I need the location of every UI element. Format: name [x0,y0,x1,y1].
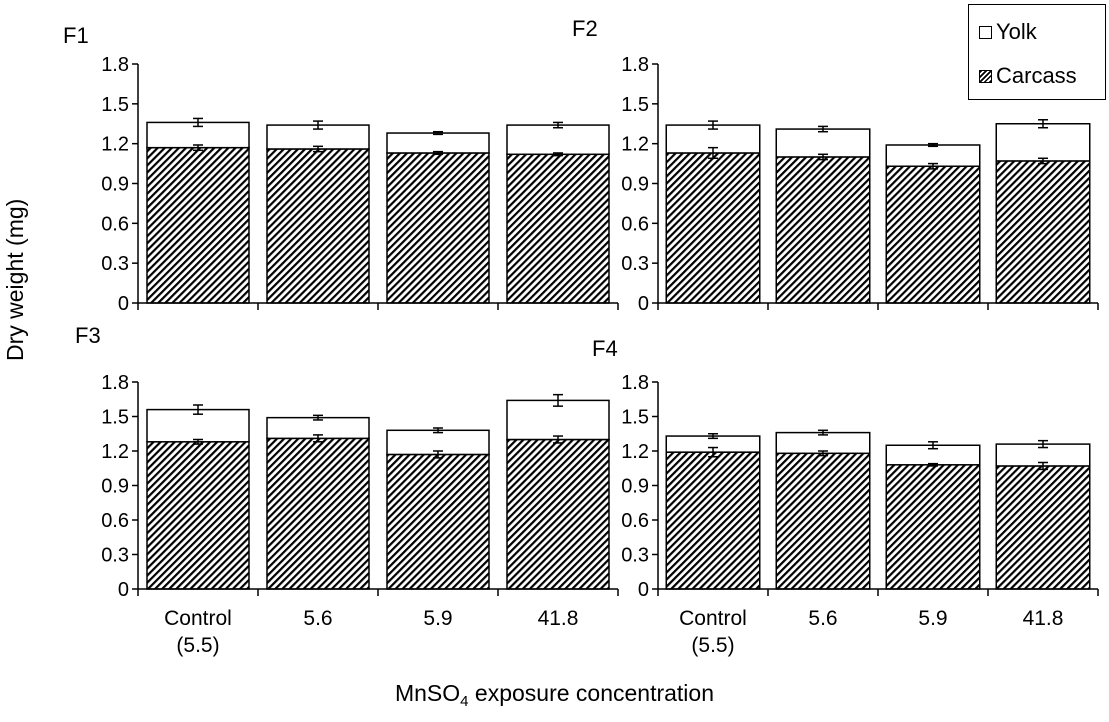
panel-4-y-tick-label-7: 1.8 [621,372,649,394]
panel-2-y-tick-label-4: 0.9 [621,174,649,196]
panel-2-bar-carcass-4 [995,160,1091,304]
panel-3-x-tick-label-1-line-2: (5.5) [176,634,219,657]
legend-item-yolk: Yolk [979,19,1037,45]
legend-swatch-carcass [979,69,992,83]
panel-2-y-tick-label-6: 1.5 [621,94,649,116]
panel-4-y-tick-label-6: 1.5 [621,407,649,429]
panel-3-bar-carcass-3 [386,453,490,590]
panel-3-x-tick-label-3: 5.9 [423,607,452,630]
x-axis-label: MnSO4 exposure concentration [0,680,1109,710]
panel-1-bar-carcass-1 [146,146,250,304]
panel-3-x-tick-label-4: 41.8 [538,607,579,630]
panel-1-y-tick-label-7: 1.8 [101,54,129,76]
panel-2-bar-yolk-2 [775,128,871,158]
panel-1-y-tick-label-1: 0 [118,293,129,315]
panel-4-bar-carcass-4 [995,465,1091,590]
legend-item-carcass: Carcass [979,63,1077,89]
panel-1-bar-carcass-2 [266,148,370,304]
panel-2-y-tick-label-2: 0.3 [621,253,649,275]
panel-3-bar-carcass-1 [146,441,250,590]
panel-4-bar-carcass-2 [775,452,871,590]
panel-3-y-tick-label-2: 0.3 [101,545,129,567]
panel-2-title: F2 [572,16,598,41]
y-axis-label: Dry weight (mg) [2,198,28,361]
panel-2-bar-carcass-1 [665,152,761,304]
panel-3-y-tick-label-1: 0 [118,579,129,601]
panel-1-y-tick-label-4: 0.9 [101,174,129,196]
panel-1-y-tick-label-6: 1.5 [101,94,129,116]
panel-1-bar-carcass-3 [386,152,490,304]
panel-1-bar-yolk-3 [386,132,490,154]
panel-2-bar-yolk-4 [995,123,1091,162]
panel-4-y-tick-label-3: 0.6 [621,510,649,532]
panel-4-title: F4 [592,336,618,361]
panel-1-y-tick-label-3: 0.6 [101,213,129,235]
x-axis-label-rest: exposure concentration [468,680,715,706]
panel-3-x-tick-label-1-line-1: Control [164,607,232,630]
panel-1-bar-carcass-4 [506,153,610,304]
panel-4-bar-carcass-1 [665,451,761,590]
panel-4-x-tick-label-1-line-2: (5.5) [691,634,734,657]
panel-4-y-tick-label-2: 0.3 [621,545,649,567]
legend: Yolk Carcass [968,4,1106,100]
panel-2-y-tick-label-7: 1.8 [621,54,649,76]
panel-3-y-tick-label-7: 1.8 [101,372,129,394]
legend-label-carcass: Carcass [996,63,1077,88]
panel-1-y-tick-label-2: 0.3 [101,253,129,275]
panel-3-y-tick-label-5: 1.2 [101,441,129,463]
panel-2-bar-carcass-3 [885,165,981,304]
panel-1-y-tick-label-5: 1.2 [101,134,129,156]
panel-1-bar-yolk-4 [506,124,610,156]
panel-4-x-tick-label-1-line-1: Control [679,607,747,630]
panel-4-x-tick-label-2: 5.6 [808,607,837,630]
panel-2-bar-carcass-2 [775,156,871,304]
panel-4-y-tick-label-1: 0 [638,579,649,601]
panel-3-bar-carcass-4 [506,438,610,590]
panel-3-title: F3 [75,323,101,348]
panel-3-x-tick-label-2: 5.6 [303,607,332,630]
panel-3-y-tick-label-4: 0.9 [101,476,129,498]
panel-3-bar-carcass-2 [266,437,370,590]
panel-1-title: F1 [63,23,89,48]
panel-3-bar-yolk-4 [506,399,610,441]
x-axis-label-main: MnSO [394,680,461,706]
panel-4-y-tick-label-5: 1.2 [621,441,649,463]
panel-4-bar-carcass-3 [885,464,981,590]
panel-4-x-tick-label-3: 5.9 [918,607,947,630]
x-axis-label-subscript: 4 [460,693,469,710]
panel-4-bar-yolk-2 [775,431,871,455]
legend-swatch-yolk [979,25,992,39]
panel-3-y-tick-label-6: 1.5 [101,407,129,429]
panel-4-y-tick-label-4: 0.9 [621,476,649,498]
panel-4-x-tick-label-4: 41.8 [1023,607,1064,630]
legend-label-yolk: Yolk [996,19,1037,44]
panel-3-y-tick-label-3: 0.6 [101,510,129,532]
panel-2-y-tick-label-1: 0 [638,293,649,315]
panel-2-y-tick-label-3: 0.6 [621,213,649,235]
panel-2-y-tick-label-5: 1.2 [621,134,649,156]
